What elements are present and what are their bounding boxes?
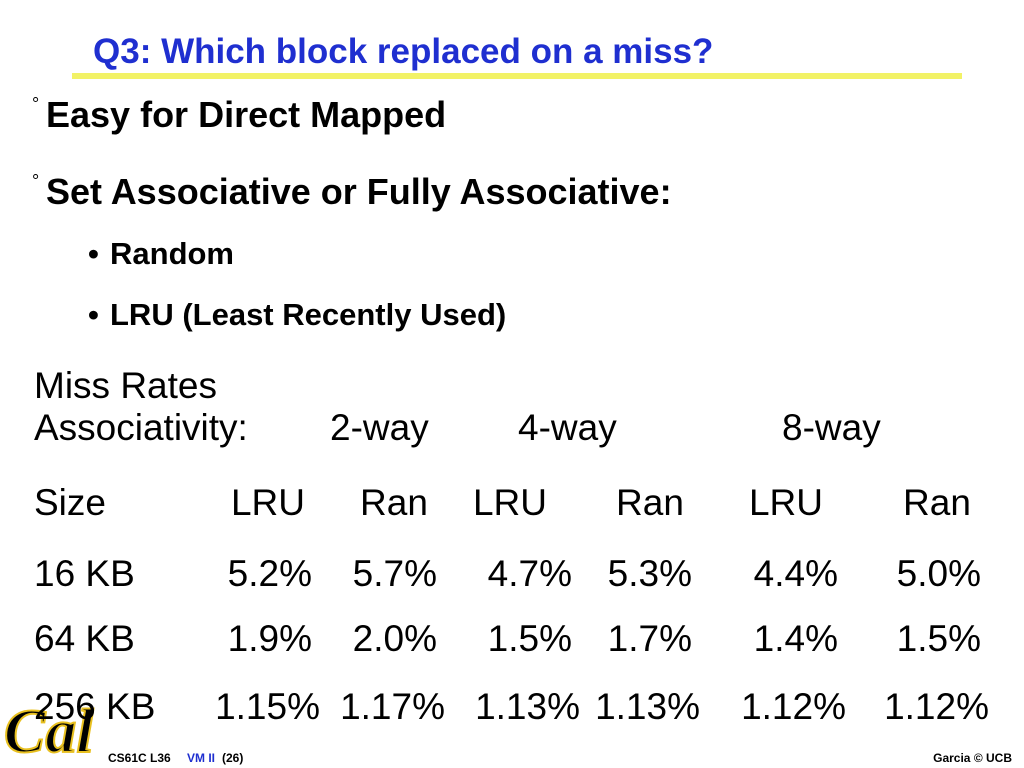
table-cell: 1.15%	[215, 686, 320, 727]
miss-rate-table: 2-way 4-way 8-way Size LRU Ran LRU Ran LRU Ran 16 …	[34, 407, 989, 727]
footer-page: (26)	[222, 751, 243, 765]
header-cell: Ran	[616, 482, 684, 523]
bullet: Set Associative or Fully Associative:	[46, 171, 672, 212]
slide-title: Q3: Which block replaced on a miss?	[93, 32, 713, 71]
bullet: Easy for Direct Mapped	[46, 94, 446, 135]
header-cell: Ran	[360, 482, 428, 523]
table-cell: 5.3%	[608, 553, 692, 594]
table-cell: 2.0%	[353, 618, 437, 659]
header-cell: Size	[34, 482, 106, 523]
bullet-marker: °	[32, 171, 39, 191]
associativity-label: Associativity:	[34, 407, 248, 448]
table-cell: 1.12%	[741, 686, 846, 727]
bullet-marker: °	[32, 94, 39, 114]
way-label: 8-way	[782, 407, 881, 448]
table-cell: 1.12%	[884, 686, 989, 727]
table-cell: 1.17%	[340, 686, 445, 727]
table-cell: 1.4%	[754, 618, 838, 659]
table-cell: 1.13%	[595, 686, 700, 727]
subbullet-marker: •	[88, 297, 99, 332]
table-cell: 5.0%	[897, 553, 981, 594]
table-title: Miss Rates	[34, 365, 217, 406]
table-cell: 1.5%	[897, 618, 981, 659]
header-cell: LRU	[749, 482, 823, 523]
way-label: 2-way	[330, 407, 429, 448]
table-cell: 4.4%	[754, 553, 838, 594]
table-cell: 5.7%	[353, 553, 437, 594]
subbullet: Random	[110, 236, 234, 271]
table-cell: 1.5%	[488, 618, 572, 659]
subbullet: LRU (Least Recently Used)	[110, 297, 506, 332]
table-cell: 4.7%	[488, 553, 572, 594]
table-cell: 1.9%	[228, 618, 312, 659]
header-cell: LRU	[231, 482, 305, 523]
title-underline	[72, 73, 962, 79]
header-cell: Ran	[903, 482, 971, 523]
subbullet-marker: •	[88, 236, 99, 271]
footer-course: CS61C L36	[108, 751, 171, 765]
logo: Cal	[4, 698, 94, 766]
table-cell: 1.13%	[475, 686, 580, 727]
footer-credit: Garcia © UCB	[933, 751, 1012, 765]
header-cell: LRU	[473, 482, 547, 523]
row-label: 64 KB	[34, 618, 135, 659]
row-label: 16 KB	[34, 553, 135, 594]
footer-topic: VM II	[187, 751, 215, 765]
table-cell: 5.2%	[228, 553, 312, 594]
way-label: 4-way	[518, 407, 617, 448]
row-label: 256 KB	[34, 686, 155, 727]
table-cell: 1.7%	[608, 618, 692, 659]
